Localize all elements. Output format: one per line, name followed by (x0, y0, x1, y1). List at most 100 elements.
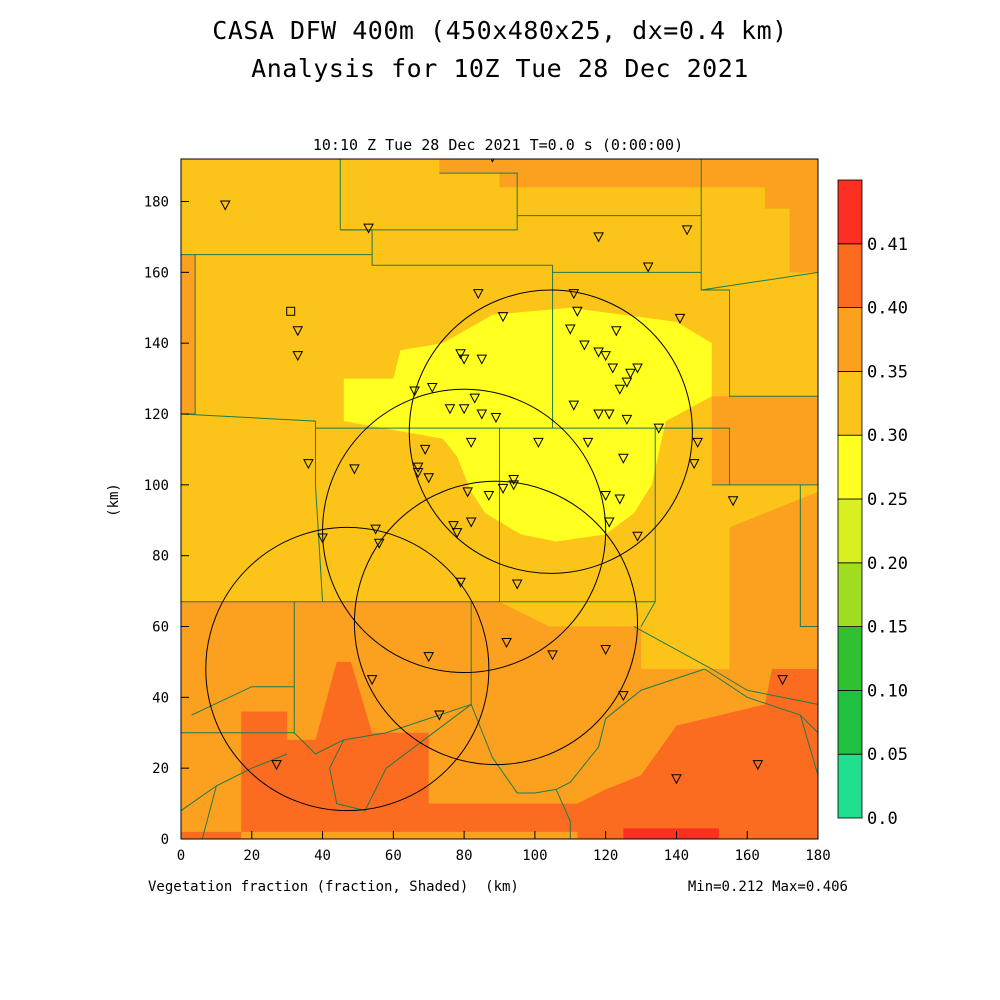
colorbar-label: 0.05 (867, 745, 908, 765)
shaded-region-6 (577, 669, 818, 839)
station-triangle-icon (465, 437, 477, 448)
y-tick-label: 60 (152, 620, 169, 636)
station-triangle-icon (476, 409, 488, 420)
station-triangle-icon (727, 496, 739, 507)
station-triangle-icon (271, 760, 282, 771)
station-triangle-icon (752, 760, 764, 771)
y-axis-label: (km) (106, 483, 122, 517)
plot-frame (180, 158, 819, 840)
county-boundary (555, 789, 571, 839)
station-triangle-icon (600, 645, 611, 656)
station-triangle-icon (469, 393, 481, 404)
radar-range-rings (205, 289, 693, 812)
county-boundary (293, 601, 472, 755)
station-triangle-icon (568, 289, 580, 300)
station-square-icon (286, 306, 296, 316)
colorbar-swatch (837, 690, 863, 755)
county-boundary (191, 686, 295, 716)
county-boundary (799, 484, 818, 627)
county-boundary (470, 668, 705, 794)
y-tick-label: 180 (144, 195, 169, 211)
min-max-readout: Min=0.212 Max=0.406 (688, 879, 848, 895)
colorbar-label: 0.15 (867, 618, 908, 638)
county-boundary (181, 601, 295, 734)
station-triangle-icon (692, 437, 704, 448)
station-triangle-icon (533, 437, 544, 448)
station-markers (219, 159, 788, 785)
station-triangle-icon (303, 459, 314, 470)
colorbar: 0.0 0.05 0.10 0.15 0.20 0.25 0.30 0.35 0.40 0.41 (837, 179, 908, 829)
county-boundary (329, 704, 472, 812)
station-triangle-icon (603, 517, 615, 528)
station-triangle-icon (423, 473, 435, 484)
y-tick-label: 140 (144, 336, 169, 352)
x-tick-label: 0 (177, 848, 185, 864)
y-tick-label: 120 (144, 407, 169, 423)
colorbar-label: 0.30 (867, 426, 908, 446)
station-triangle-icon (292, 326, 304, 337)
station-triangle-icon (501, 637, 512, 649)
station-triangle-icon (292, 351, 304, 362)
station-triangle-icon (419, 444, 431, 455)
county-boundary (799, 714, 818, 804)
station-triangle-icon (603, 409, 615, 420)
county-boundary (181, 753, 288, 812)
station-triangle-icon (674, 313, 686, 324)
x-tick-label: 100 (522, 848, 547, 864)
station-triangle-icon (618, 691, 629, 702)
station-triangle-icon (508, 475, 519, 486)
colorbar-label: 0.0 (867, 809, 898, 829)
county-boundary (633, 626, 818, 705)
county-boundary (701, 289, 818, 397)
station-triangle-icon (621, 414, 633, 425)
station-triangle-icon (412, 467, 424, 479)
station-triangle-icon (458, 404, 470, 415)
station-triangle-icon (497, 483, 509, 494)
station-triangle-icon (426, 382, 438, 394)
station-triangle-icon (572, 306, 583, 317)
colorbar-swatch (837, 243, 863, 309)
station-triangle-icon (370, 524, 381, 535)
colorbar-label: 0.35 (867, 362, 908, 382)
station-triangle-icon (681, 225, 693, 236)
station-triangle-icon (444, 404, 456, 415)
station-triangle-icon (642, 262, 654, 273)
station-triangle-icon (600, 351, 611, 362)
field-description: Vegetation fraction (fraction, Shaded) (148, 879, 468, 895)
station-triangle-icon (349, 464, 360, 475)
plot-subtitle: 10:10 Z Tue 28 Dec 2021 T=0.0 s (0:00:00… (313, 136, 683, 154)
colorbar-swatch (837, 307, 863, 372)
y-tick-label: 40 (152, 690, 169, 706)
county-boundary (201, 785, 217, 839)
station-triangle-icon (490, 413, 502, 424)
station-triangle-icon (508, 480, 519, 491)
station-triangle-icon (621, 377, 633, 388)
station-triangle-icon (455, 577, 466, 588)
county-boundary (640, 601, 656, 627)
station-triangle-icon (777, 675, 788, 686)
station-triangle-icon (607, 363, 619, 374)
station-triangle-icon (317, 533, 328, 544)
station-triangle-icon (458, 354, 470, 365)
county-boundary (704, 668, 818, 734)
station-triangle-icon (373, 538, 385, 549)
x-tick-label: 80 (456, 848, 473, 864)
station-triangle-icon (483, 490, 495, 502)
shaded-region-4 (181, 254, 196, 414)
county-boundary (195, 254, 702, 273)
radar-range-ring-1 (408, 289, 693, 574)
station-triangle-icon (434, 710, 445, 721)
x-tick-label: 40 (314, 848, 331, 864)
station-triangle-icon (455, 349, 466, 360)
station-triangle-icon (632, 531, 643, 542)
figure-title-line-1: CASA DFW 400m (450x480x25, dx=0.4 km) (212, 16, 788, 45)
colorbar-label: 0.41 (867, 235, 908, 255)
station-triangle-icon (614, 494, 626, 505)
county-boundary (315, 427, 731, 486)
station-triangle-icon (625, 368, 636, 379)
station-triangle-icon (363, 223, 374, 234)
station-triangle-icon (610, 326, 622, 337)
colorbar-swatch (837, 434, 863, 500)
county-boundary (499, 428, 656, 603)
